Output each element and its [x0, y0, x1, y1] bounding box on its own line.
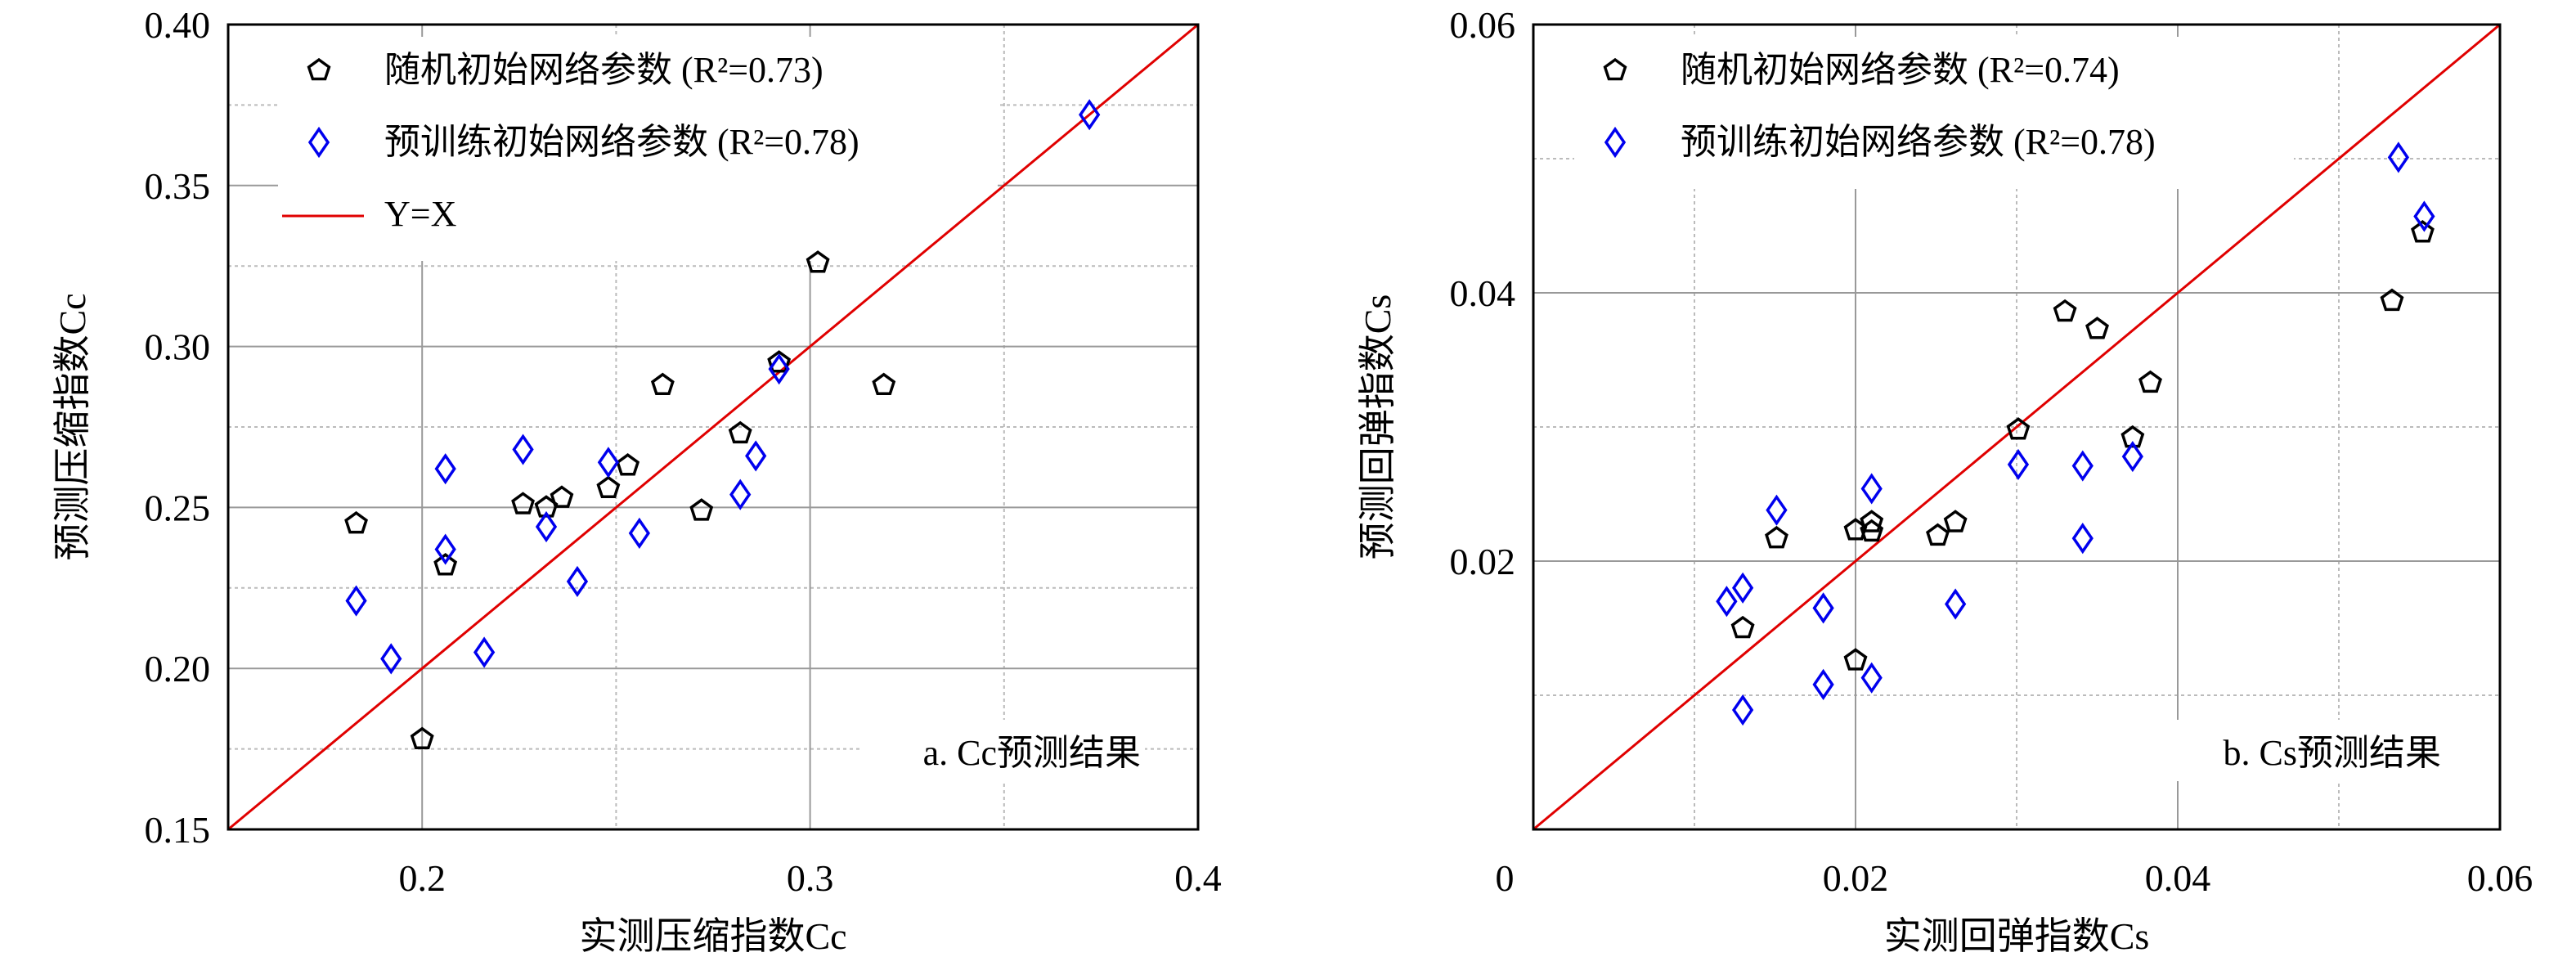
data-point-pretrained-init — [2413, 200, 2435, 232]
data-point-random-init — [2411, 220, 2435, 243]
y-tick-label: 0.30 — [145, 326, 211, 368]
legend-label: 预训练初始网络参数 (R²=0.78) — [384, 122, 859, 162]
data-point-random-init — [2120, 425, 2145, 448]
legend-label: Y=X — [384, 194, 456, 234]
data-point-random-init — [806, 250, 830, 273]
data-point-pretrained-init — [2387, 142, 2410, 173]
data-point-pretrained-init — [380, 643, 402, 675]
legend-pentagon-icon — [1603, 57, 1627, 81]
data-point-random-init — [550, 485, 574, 508]
legend-label: 随机初始网络参数 (R²=0.73) — [384, 50, 824, 90]
y-tick-label: 0.20 — [145, 648, 211, 690]
y-tick-label: 0.04 — [1450, 272, 1516, 314]
panel-label: b. Cs预测结果 — [2224, 733, 2441, 773]
data-point-random-init — [344, 510, 368, 534]
x-tick-label: 0.04 — [2145, 857, 2211, 899]
data-point-random-init — [1860, 519, 1884, 542]
data-point-random-init — [728, 420, 752, 444]
data-point-pretrained-init — [1945, 588, 1967, 620]
data-point-random-init — [650, 372, 675, 396]
y-tick-label: 0.40 — [145, 4, 211, 46]
data-point-random-init — [872, 372, 896, 396]
data-point-pretrained-init — [597, 447, 620, 479]
data-point-pretrained-init — [1731, 694, 1754, 726]
data-point-pretrained-init — [2007, 448, 2030, 481]
data-point-pretrained-init — [745, 440, 767, 472]
legend-label: 预训练初始网络参数 (R²=0.78) — [1681, 122, 2156, 162]
y-equals-x-line — [227, 23, 1199, 831]
data-point-pretrained-init — [1812, 592, 1834, 624]
legend-background — [278, 37, 998, 261]
data-point-pretrained-init — [729, 479, 752, 510]
data-point-pretrained-init — [566, 565, 589, 598]
data-point-random-init — [1860, 510, 1884, 532]
chart-panel-cs: 0 0.02 0.04 0.06 0.02 0.04 0.06 实测回弹指数Cs 预测回弹指数C… — [1357, 4, 2533, 957]
data-point-pretrained-init — [535, 510, 558, 543]
data-point-random-init — [1926, 523, 1950, 546]
data-point-random-init — [511, 492, 535, 514]
data-point-pretrained-init — [2121, 440, 2143, 473]
data-point-pretrained-init — [628, 517, 650, 549]
data-point-pretrained-init — [1731, 572, 1754, 604]
x-tick-label: 0.06 — [2467, 857, 2533, 899]
data-point-random-init — [767, 350, 792, 373]
x-tick-label: 0 — [1496, 857, 1515, 899]
y-axis-title: 预测回弹指数Cs — [1357, 294, 1398, 560]
y-tick-label: 0.25 — [145, 487, 211, 528]
data-point-pretrained-init — [473, 636, 496, 668]
data-point-pretrained-init — [1716, 586, 1738, 618]
legend-diamond-icon — [307, 126, 330, 159]
x-axis-title: 实测回弹指数Cs — [1884, 915, 2150, 957]
data-point-pretrained-init — [434, 453, 456, 485]
y-tick-label: 0.06 — [1450, 4, 1516, 46]
data-point-pretrained-init — [1812, 668, 1834, 700]
x-tick-label: 0.4 — [1174, 857, 1222, 899]
x-tick-label: 0.02 — [1823, 857, 1889, 899]
data-point-random-init — [410, 726, 434, 750]
legend-background — [1574, 37, 2294, 189]
data-point-pretrained-init — [2071, 450, 2094, 482]
data-point-random-init — [1730, 615, 1755, 639]
data-point-pretrained-init — [768, 353, 790, 385]
y-tick-label: 0.15 — [145, 809, 211, 851]
y-axis-title: 预测压缩指数Cc — [52, 293, 93, 560]
data-point-random-init — [2380, 288, 2404, 312]
data-point-random-init — [433, 553, 458, 576]
data-point-pretrained-init — [2071, 523, 2094, 555]
y-tick-label: 0.35 — [145, 165, 211, 207]
chart-panel-cc: 0.2 0.3 0.4 0.15 0.20 0.25 0.30 0.35 0.40 实测压缩指数C… — [52, 4, 1222, 957]
data-point-random-init — [596, 475, 621, 499]
data-point-random-init — [2085, 317, 2109, 339]
legend-label: 随机初始网络参数 (R²=0.74) — [1681, 50, 2120, 90]
x-tick-label: 0.3 — [787, 857, 834, 899]
data-point-pretrained-init — [1766, 494, 1788, 526]
data-point-random-init — [1843, 648, 1868, 671]
legend-diamond-icon — [1604, 126, 1627, 159]
y-tick-label: 0.02 — [1450, 541, 1516, 582]
data-point-pretrained-init — [512, 434, 534, 465]
y-equals-x-line — [1533, 23, 2501, 831]
data-point-random-init — [2138, 370, 2162, 393]
data-point-random-init — [616, 453, 640, 476]
data-point-random-init — [1943, 510, 1968, 532]
x-tick-label: 0.2 — [398, 857, 446, 899]
data-point-random-init — [2053, 299, 2077, 322]
data-point-pretrained-init — [345, 585, 367, 617]
data-point-pretrained-init — [1860, 662, 1883, 694]
data-point-pretrained-init — [1860, 473, 1883, 505]
plot-frame — [227, 23, 1200, 831]
data-point-random-init — [2006, 417, 2031, 440]
panel-label: a. Cc预测结果 — [923, 733, 1141, 773]
plot-frame — [1532, 23, 2502, 831]
data-point-pretrained-init — [1079, 99, 1101, 131]
x-axis-title: 实测压缩指数Cc — [579, 915, 846, 957]
data-point-pretrained-init — [434, 533, 456, 565]
legend-pentagon-icon — [307, 57, 331, 81]
panel-label-background — [863, 720, 1145, 781]
data-point-random-init — [1765, 525, 1788, 549]
panel-label-background — [2163, 720, 2445, 781]
data-point-random-init — [689, 498, 714, 521]
